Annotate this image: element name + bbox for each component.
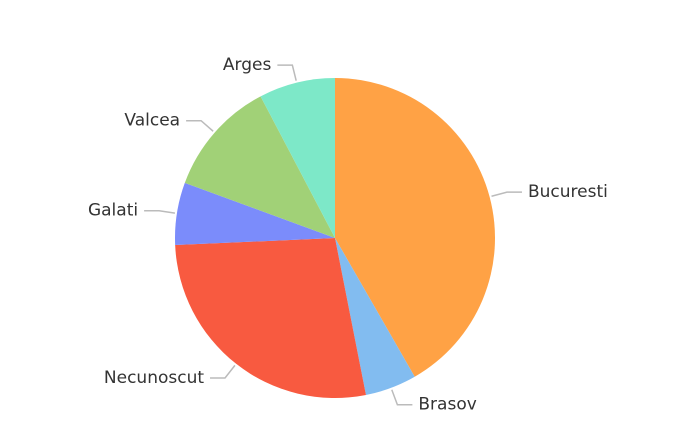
slice-label: Necunoscut xyxy=(104,368,204,388)
leader-line xyxy=(144,209,176,214)
pie-slice xyxy=(335,77,496,377)
leader-line xyxy=(491,191,522,197)
pie-slice xyxy=(184,96,335,238)
pie-slice xyxy=(175,238,366,398)
slice-label: Bucuresti xyxy=(528,182,608,202)
slice-label: Valcea xyxy=(124,111,180,131)
slice-label: Arges xyxy=(223,55,272,75)
pie-slice xyxy=(174,182,335,246)
pie-slice xyxy=(335,238,415,395)
slice-label: Galati xyxy=(88,201,138,221)
slice-label: Brasov xyxy=(418,395,476,415)
pie-slice xyxy=(260,78,335,238)
leader-line xyxy=(391,389,413,406)
leader-line xyxy=(210,364,236,379)
leader-line xyxy=(277,64,297,81)
leader-line xyxy=(186,119,214,132)
